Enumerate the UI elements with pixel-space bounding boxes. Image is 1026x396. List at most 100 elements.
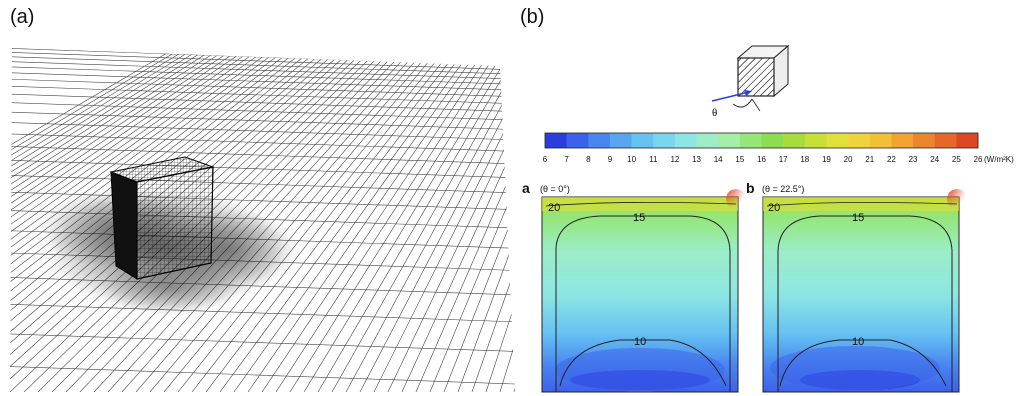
mesh-line — [10, 60, 515, 80]
colorbar-tick-label: 10 — [627, 155, 636, 164]
colorbar-tick-label: 18 — [800, 155, 809, 164]
mesh-line — [289, 48, 515, 392]
mesh-line — [177, 48, 515, 392]
colorbar-cell — [588, 133, 611, 148]
colorbar-cell — [761, 133, 784, 148]
cube-mesh — [109, 156, 215, 280]
colorbar-tick-label: 16 — [757, 155, 766, 164]
colorbar-cell — [891, 133, 914, 148]
inset-cube-front — [737, 57, 775, 97]
mesh-line — [387, 48, 515, 392]
colorbar-cell — [804, 133, 827, 148]
colorbar-tick-label: 12 — [670, 155, 679, 164]
mesh-line — [10, 93, 515, 113]
colorbar-tick-label: 14 — [714, 155, 723, 164]
mesh-line — [23, 48, 464, 392]
mesh-line — [10, 78, 515, 98]
mesh-line — [93, 48, 489, 392]
colorbar-cell — [848, 133, 871, 148]
mesh-line — [247, 48, 515, 392]
colorbar-tick-label: 15 — [735, 155, 744, 164]
colorbar-cell — [545, 133, 567, 148]
theta-symbol: θ — [712, 107, 717, 119]
mesh-line — [10, 48, 391, 392]
mesh-line — [10, 48, 449, 392]
mesh-line — [10, 48, 454, 392]
mesh-line — [10, 133, 515, 152]
mesh-line — [51, 48, 474, 392]
mesh-line — [135, 48, 503, 392]
colorbar-cell — [631, 133, 654, 148]
colorbar-tick-label: 9 — [608, 155, 613, 164]
contour-map-b: 20 15 10 — [762, 189, 967, 393]
contour-map-a: 20 15 10 — [541, 189, 746, 393]
colorbar-tick-label: 25 — [952, 155, 961, 164]
colorbar-tick-label: 24 — [930, 155, 939, 164]
colorbar-cell — [696, 133, 719, 148]
mesh-line — [429, 48, 515, 392]
colorbar-cell — [956, 133, 979, 148]
mesh-line — [10, 48, 361, 392]
colorbar-cell — [674, 133, 697, 148]
colorbar-tick-label: 13 — [692, 155, 701, 164]
mesh-line — [10, 48, 351, 392]
angle-arc — [732, 98, 753, 108]
colorbar-tick-label: 22 — [887, 155, 896, 164]
mesh-line — [10, 48, 366, 392]
mesh-line — [219, 48, 515, 392]
mesh-line — [10, 48, 346, 392]
mesh-figure — [10, 48, 515, 392]
flow-arrow — [711, 91, 750, 102]
map-a-letter: a — [522, 180, 530, 196]
mesh-line — [10, 48, 381, 392]
mesh-line — [205, 48, 515, 392]
mesh-line — [10, 303, 515, 323]
colorbar-ticks: 6 7 8 9 10 11 12 13 14 15 16 17 18 19 20 21 22 23 24 25 26 — [543, 155, 983, 164]
mesh-line — [10, 48, 459, 392]
mesh-line — [317, 48, 515, 392]
colorbar-tick-label: 26 — [974, 155, 983, 164]
mesh-line — [10, 72, 515, 91]
mesh-line — [261, 48, 515, 392]
mesh-line — [10, 48, 386, 392]
colorbar-cell — [913, 133, 935, 148]
mesh-line — [10, 333, 515, 352]
map-b-angle: (θ = 22.5°) — [762, 184, 805, 194]
angle-reference-line — [751, 98, 761, 112]
mesh-line — [275, 48, 515, 392]
mesh-line — [10, 111, 515, 131]
mesh-line — [10, 365, 515, 385]
mesh-line — [233, 48, 515, 392]
mesh-line — [10, 48, 356, 392]
map-b-letter: b — [746, 180, 755, 196]
mesh-line — [457, 48, 515, 392]
colorbar-tick-label: 19 — [822, 155, 831, 164]
colorbar-cell — [718, 133, 741, 148]
panel-a-label: (a) — [10, 6, 35, 28]
colorbar-tick-label: 20 — [844, 155, 853, 164]
colorbar-tick-label: 6 — [543, 155, 548, 164]
mesh-line — [373, 48, 515, 392]
colorbar-cell — [653, 133, 676, 148]
mesh-line — [10, 145, 515, 165]
mesh-line — [37, 48, 469, 392]
panel-b-label: (b) — [520, 6, 545, 28]
flow-arrowhead — [744, 90, 752, 96]
mesh-line — [10, 121, 515, 141]
colorbar-border — [544, 132, 979, 149]
contour-b-15: 15 — [852, 212, 864, 224]
colorbar-tick-label: 7 — [564, 155, 569, 164]
colorbar-cell — [826, 133, 849, 148]
mesh-line — [10, 85, 515, 105]
mesh-line — [107, 48, 494, 392]
colorbar-cell — [739, 133, 762, 148]
colorbar-tick-label: 17 — [779, 155, 788, 164]
colorbar-cell — [934, 133, 957, 148]
mesh-line — [65, 48, 479, 392]
colorbar-cell — [783, 133, 806, 148]
colorbar-tick-label: 8 — [586, 155, 591, 164]
colorbar-unit: (W/m²K) — [984, 155, 1014, 164]
